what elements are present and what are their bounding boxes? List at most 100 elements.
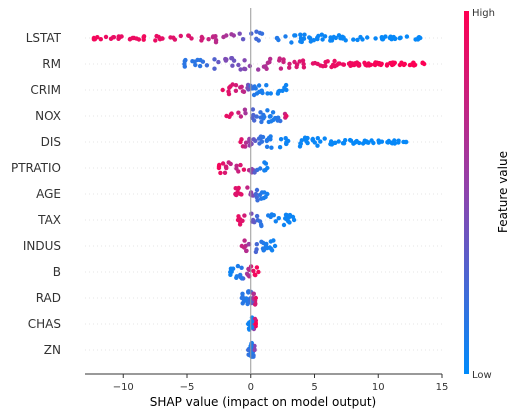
shap-point [284, 141, 289, 146]
shap-point-extreme [220, 87, 225, 93]
shap-point [348, 60, 353, 66]
shap-point [250, 107, 256, 112]
colorbar: High Low Feature value [464, 8, 510, 381]
shap-point [311, 38, 316, 43]
shap-point [365, 35, 370, 40]
shap-point [253, 272, 258, 278]
feature-label: LSTAT [26, 31, 62, 45]
shap-point [237, 31, 242, 36]
shap-point-extreme [265, 191, 270, 197]
shap-point [245, 272, 251, 278]
shap-point [373, 62, 378, 68]
shap-point [216, 59, 221, 65]
shap-point [360, 37, 365, 42]
shap-point [340, 141, 346, 146]
shap-point [252, 343, 257, 349]
shap-point [336, 61, 341, 66]
shap-point-extreme [238, 139, 243, 145]
shap-point [103, 34, 109, 40]
shap-point [245, 301, 250, 307]
shap-point-extreme [235, 217, 241, 223]
shap-point [242, 213, 247, 218]
shap-point-extreme [233, 191, 238, 197]
shap-point [240, 144, 246, 149]
shap-point [271, 117, 276, 123]
shap-point [283, 136, 288, 141]
shap-point-extreme [246, 321, 251, 327]
shap-point [204, 63, 210, 68]
shap-point [240, 301, 245, 306]
feature-row-zn: ZN [44, 340, 442, 359]
shap-point [238, 67, 243, 72]
shap-point [278, 66, 284, 71]
shap-point [247, 63, 252, 69]
shap-point [153, 38, 158, 43]
shap-point [283, 82, 289, 88]
shap-point-extreme [246, 347, 251, 353]
shap-point [243, 111, 248, 116]
shap-point-extreme [291, 217, 297, 223]
shap-point [354, 138, 359, 144]
shap-point [260, 246, 266, 251]
shap-point [223, 164, 229, 170]
shap-point [254, 242, 259, 247]
shap-point [254, 187, 260, 193]
feature-row-rm: RM [42, 56, 442, 72]
shap-point [264, 138, 269, 144]
shap-point [254, 265, 260, 270]
x-tick-label: 5 [311, 382, 317, 393]
shap-point-extreme [265, 165, 270, 171]
shap-point [407, 62, 413, 68]
shap-point [271, 238, 276, 243]
shap-point [247, 298, 252, 303]
shap-point [336, 139, 341, 144]
shap-point-extreme [256, 269, 261, 275]
shap-point [244, 248, 249, 253]
shap-point [364, 140, 369, 145]
shap-point [251, 137, 256, 142]
shap-point [252, 118, 257, 123]
shap-point [240, 218, 245, 223]
shap-point [322, 136, 327, 141]
shap-point-extreme [224, 113, 229, 119]
shap-point [396, 140, 401, 145]
shap-point [298, 36, 304, 41]
shap-point [289, 40, 294, 45]
shap-point-extreme [418, 35, 423, 41]
x-tick-label: 0 [248, 382, 254, 393]
shap-point [111, 35, 117, 40]
shap-point [253, 191, 259, 197]
shap-point [234, 274, 239, 279]
shap-point [236, 110, 241, 115]
feature-row-chas: CHAS [28, 315, 442, 332]
shap-point [98, 37, 104, 42]
shap-point [246, 87, 251, 92]
x-axis-label: SHAP value (impact on model output) [150, 395, 377, 409]
shap-point [322, 34, 328, 39]
shap-point [298, 39, 303, 44]
shap-point-extreme [239, 243, 244, 249]
shap-point-extreme [253, 321, 258, 327]
shap-point [256, 83, 262, 88]
shap-point [303, 137, 308, 142]
shap-point-extreme [404, 139, 409, 145]
shap-point [332, 63, 337, 69]
shap-point [239, 265, 244, 270]
x-tick-label: 15 [436, 382, 449, 393]
shap-point [251, 291, 256, 296]
shap-point [241, 89, 247, 95]
shap-point [379, 139, 385, 144]
colorbar-title: Feature value [496, 151, 510, 233]
shap-point [233, 83, 239, 88]
shap-point [245, 185, 250, 190]
shap-point [376, 138, 381, 143]
shap-point-extreme [272, 243, 278, 249]
shap-point [250, 217, 256, 223]
shap-point [336, 33, 342, 38]
shap-point [301, 61, 306, 67]
shap-point [259, 239, 264, 244]
shap-point [377, 61, 383, 67]
shap-point [242, 107, 248, 112]
shap-point [302, 32, 307, 37]
shap-point [332, 58, 337, 64]
